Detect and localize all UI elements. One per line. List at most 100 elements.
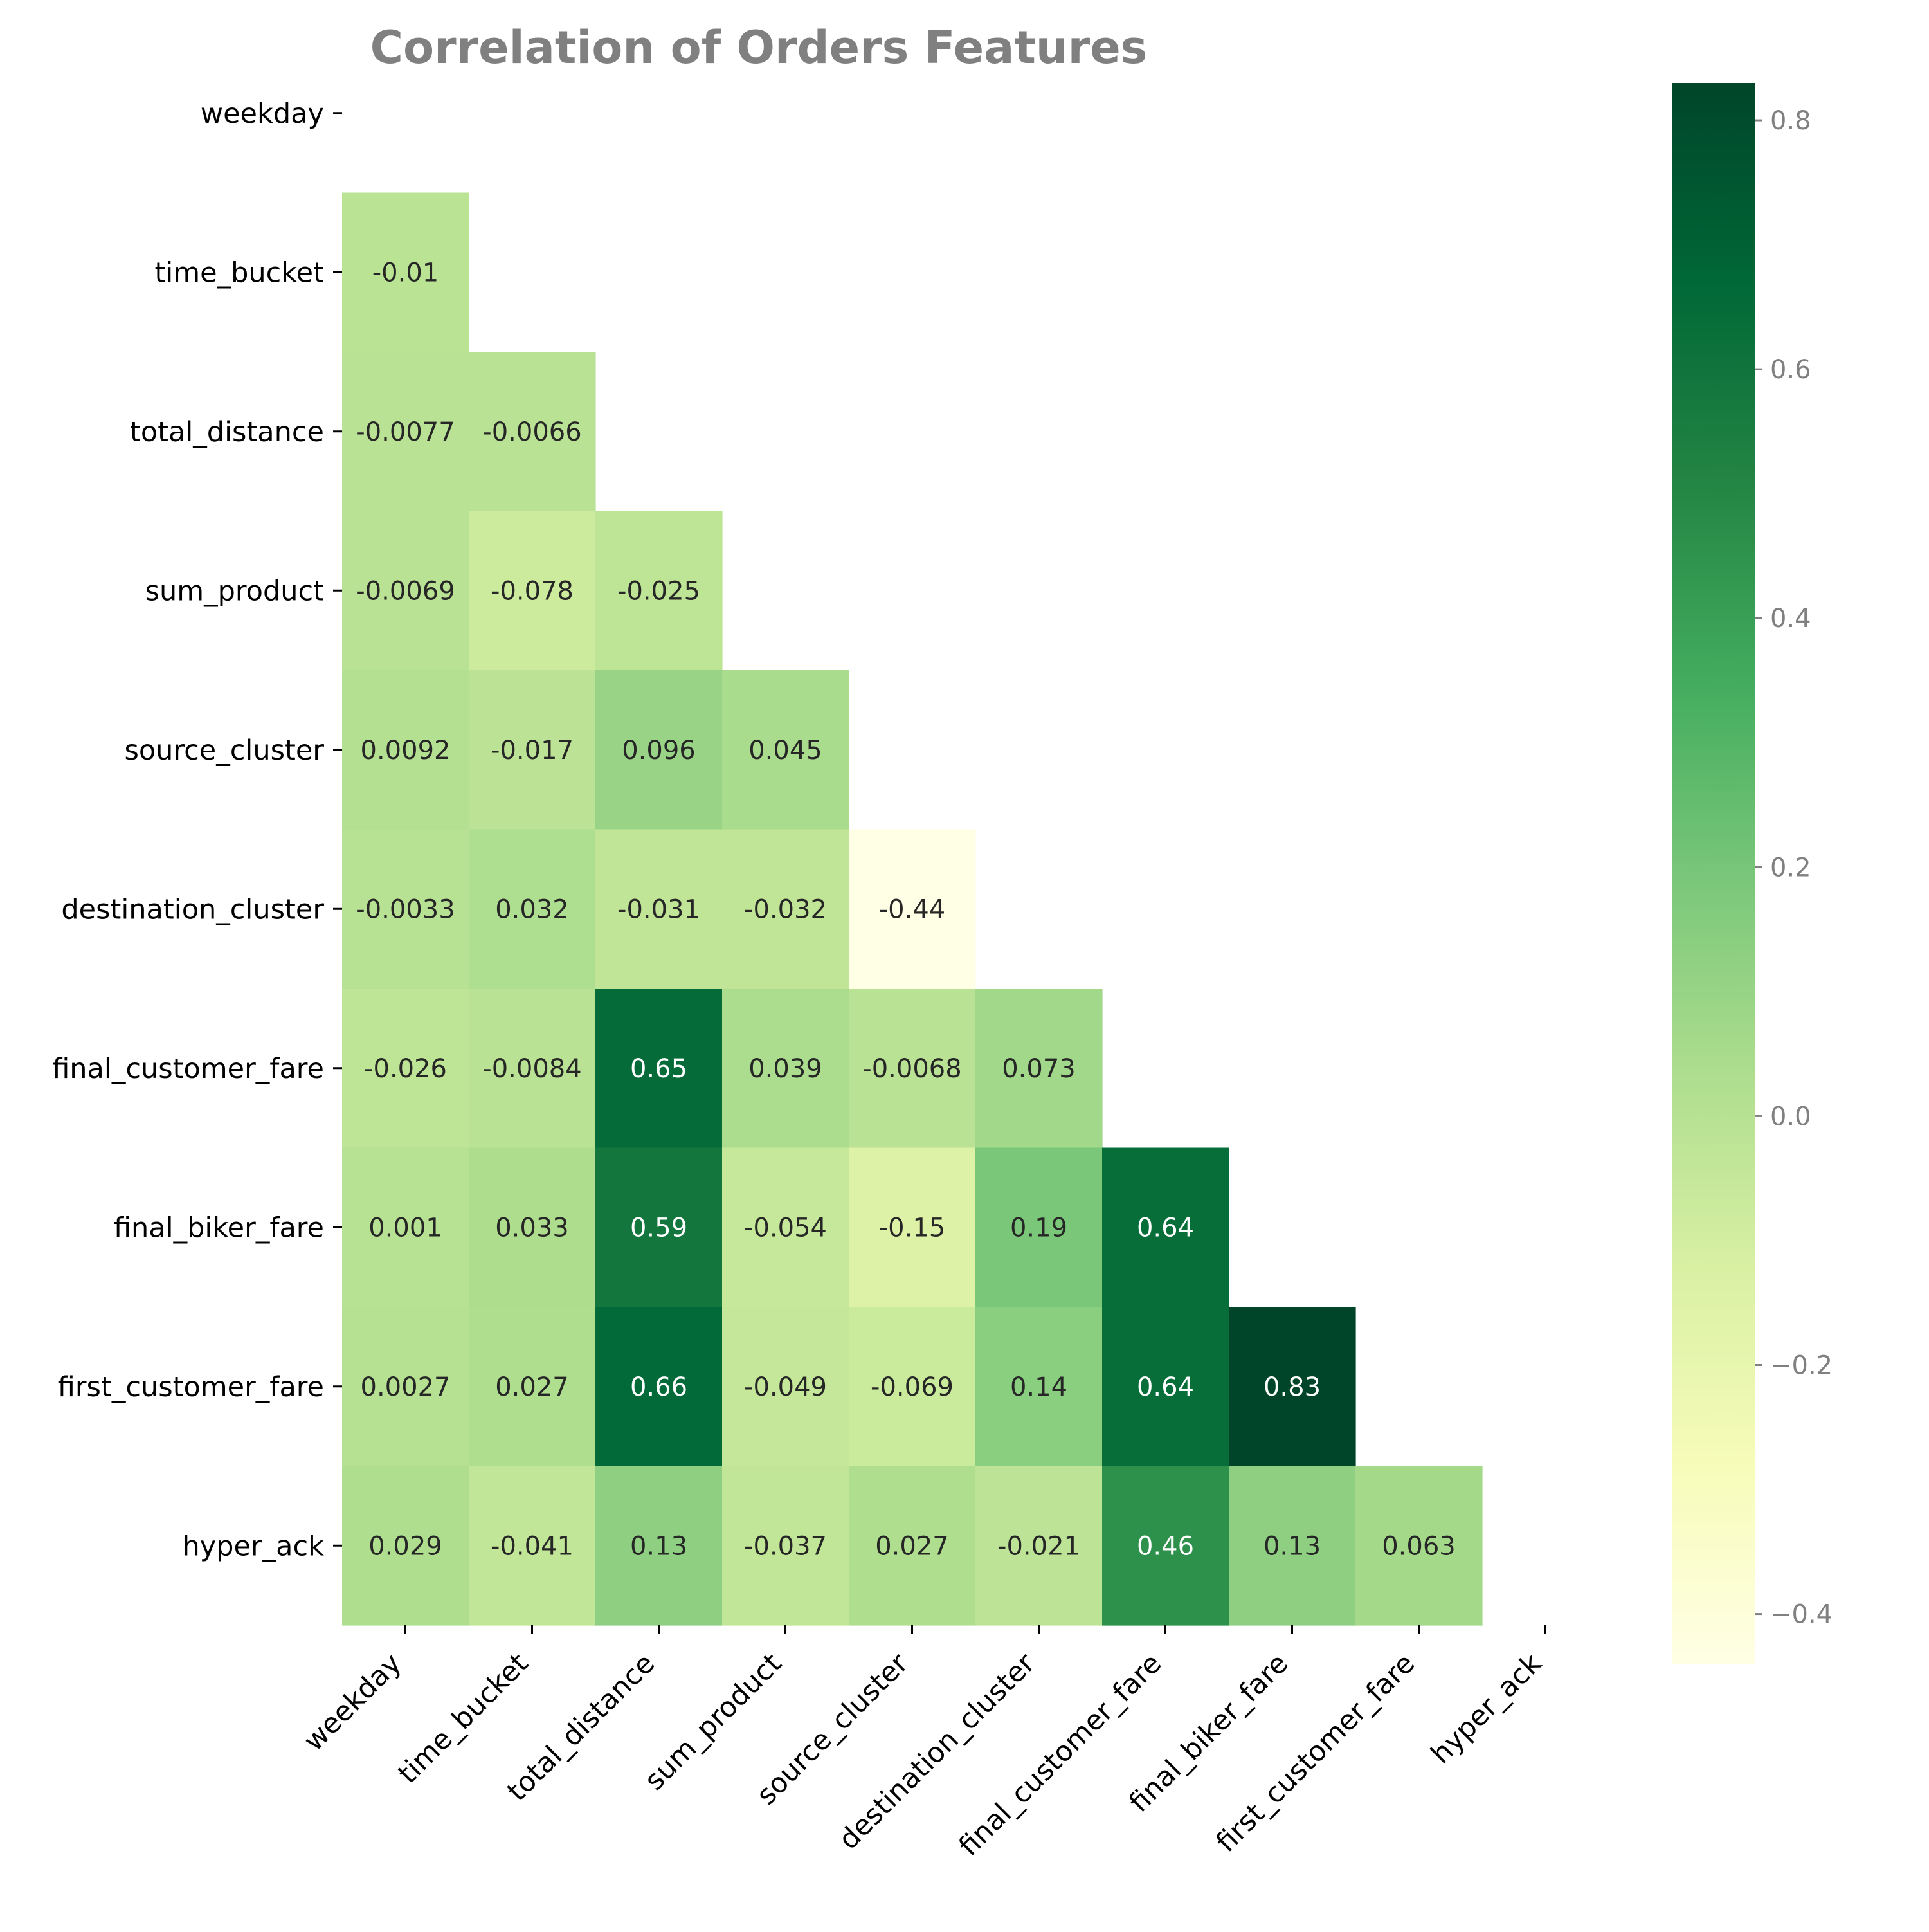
y-tick-label: destination_cluster: [61, 893, 324, 925]
heatmap-cell: [595, 1466, 723, 1626]
heatmap-cell: [595, 1307, 723, 1467]
cell-value-label: -0.017: [491, 736, 574, 765]
heatmap-cell: [1102, 1466, 1229, 1626]
cell-value-label: -0.15: [879, 1213, 946, 1243]
cell-value-label: 0.65: [630, 1054, 687, 1084]
y-tick-label: time_bucket: [154, 257, 324, 289]
y-tick-label: first_customer_fare: [58, 1371, 324, 1403]
y-tick-label: source_cluster: [124, 734, 324, 767]
cell-value-label: 0.073: [1002, 1054, 1076, 1084]
cell-value-label: -0.0066: [482, 417, 581, 447]
cell-value-label: -0.021: [997, 1531, 1080, 1561]
y-axis: weekday time_bucket total_distance sum_prod…: [52, 98, 342, 1562]
cell-value-label: 0.59: [630, 1213, 687, 1243]
heatmap-cell: [342, 192, 469, 352]
cell-value-label: -0.078: [491, 576, 574, 606]
cell-value-label: 0.027: [875, 1531, 949, 1561]
heatmap-cell: [469, 1147, 596, 1308]
cell-value-label: -0.032: [744, 895, 827, 924]
colorbar-tick-label: −0.2: [1770, 1351, 1833, 1380]
heatmap-cell: [469, 989, 596, 1149]
cell-value-label: 0.0027: [361, 1372, 451, 1402]
y-tick-label: sum_product: [145, 575, 324, 607]
heatmap-cell: [595, 1147, 723, 1308]
heatmap-cell: [722, 670, 849, 830]
colorbar-tick-label: −0.4: [1770, 1600, 1833, 1630]
cell-value-label: 0.46: [1137, 1531, 1194, 1561]
colorbar-gradient: [1672, 83, 1755, 1664]
heatmap-cell: [849, 1466, 976, 1626]
heatmap-cell: [342, 989, 469, 1149]
cell-value-label: -0.037: [744, 1531, 827, 1561]
heatmap-cell: [975, 989, 1103, 1149]
heatmap-cell: [595, 670, 723, 830]
cell-value-label: 0.19: [1010, 1213, 1067, 1243]
y-tick-label: final_biker_fare: [114, 1212, 324, 1244]
cell-value-label: 0.64: [1137, 1372, 1194, 1402]
y-tick-label: total_distance: [130, 416, 324, 448]
chart-title: Correlation of Orders Features: [370, 21, 1148, 74]
cell-value-label: -0.054: [744, 1213, 827, 1243]
cell-value-label: -0.031: [617, 895, 700, 924]
heatmap-cell: [595, 511, 723, 671]
heatmap-cell: [975, 1307, 1103, 1467]
cell-value-label: -0.0077: [356, 417, 455, 447]
heatmap-cell: [469, 511, 596, 671]
heatmap-cell: [342, 670, 469, 830]
x-tick-label: hyper_ack: [1425, 1647, 1548, 1770]
cell-value-label: -0.026: [364, 1054, 447, 1084]
x-tick-label: time_bucket: [392, 1647, 535, 1790]
heatmap-cell: [469, 1466, 596, 1626]
heatmap-cell: [595, 829, 723, 989]
heatmap-cell: [849, 989, 976, 1149]
cell-value-label: -0.041: [491, 1531, 574, 1561]
x-axis: weekdaytime_buckettotal_distancesum_prod…: [298, 1625, 1548, 1863]
cell-value-label: 0.032: [495, 895, 569, 924]
cell-value-label: 0.039: [748, 1054, 822, 1084]
heatmap-cell: [849, 1307, 976, 1467]
heatmap-cell: [342, 1147, 469, 1308]
cell-value-label: -0.049: [744, 1372, 827, 1402]
colorbar-tick-label: 0.6: [1770, 355, 1811, 385]
cell-value-label: 0.13: [1263, 1531, 1321, 1561]
heatmap-cell: [469, 670, 596, 830]
cell-value-label: 0.033: [495, 1213, 569, 1243]
heatmap-cell: [975, 1147, 1103, 1308]
heatmap-cell: [342, 352, 469, 512]
y-tick-label: final_customer_fare: [52, 1053, 324, 1085]
heatmap-cell: [342, 1307, 469, 1467]
heatmap-cell: [342, 1466, 469, 1626]
heatmap-cell: [849, 1147, 976, 1308]
cell-value-label: -0.01: [372, 258, 439, 287]
cell-value-label: 0.063: [1382, 1531, 1456, 1561]
cell-value-label: 0.0092: [361, 736, 451, 765]
heatmap-cell: [469, 829, 596, 989]
heatmap-cell: [722, 1466, 849, 1626]
cell-value-label: -0.069: [871, 1372, 954, 1402]
heatmap-cell: [342, 829, 469, 989]
heatmap-cell: [1229, 1466, 1356, 1626]
heatmap-cell: [595, 989, 723, 1149]
colorbar-tick-label: 0.2: [1770, 853, 1811, 882]
colorbar-tick-label: 0.0: [1770, 1102, 1811, 1131]
heatmap-cell: [975, 1466, 1103, 1626]
heatmap-cell: [722, 1147, 849, 1308]
cell-value-label: 0.027: [495, 1372, 569, 1402]
cell-value-label: -0.025: [617, 576, 700, 606]
cell-value-label: 0.83: [1263, 1372, 1321, 1402]
cell-value-label: 0.029: [368, 1531, 442, 1561]
cell-value-label: -0.0084: [482, 1054, 581, 1084]
x-tick-label: weekday: [298, 1647, 408, 1757]
heatmap-cell: [342, 511, 469, 671]
cell-value-label: 0.001: [368, 1213, 442, 1243]
heatmap-cell: [722, 829, 849, 989]
heatmap-cell: [722, 989, 849, 1149]
cell-value-label: 0.045: [748, 736, 822, 765]
cell-value-label: 0.66: [630, 1372, 687, 1402]
colorbar-tick-label: 0.8: [1770, 106, 1811, 136]
heatmap-cell: [1355, 1466, 1483, 1626]
heatmap-cell: [469, 1307, 596, 1467]
heatmap-cells: -0.01 -0.0077 -0.0066 -0.0069 -0.078 -0.025 0.…: [342, 192, 1483, 1626]
x-tick-label: final_customer_fare: [953, 1647, 1168, 1862]
